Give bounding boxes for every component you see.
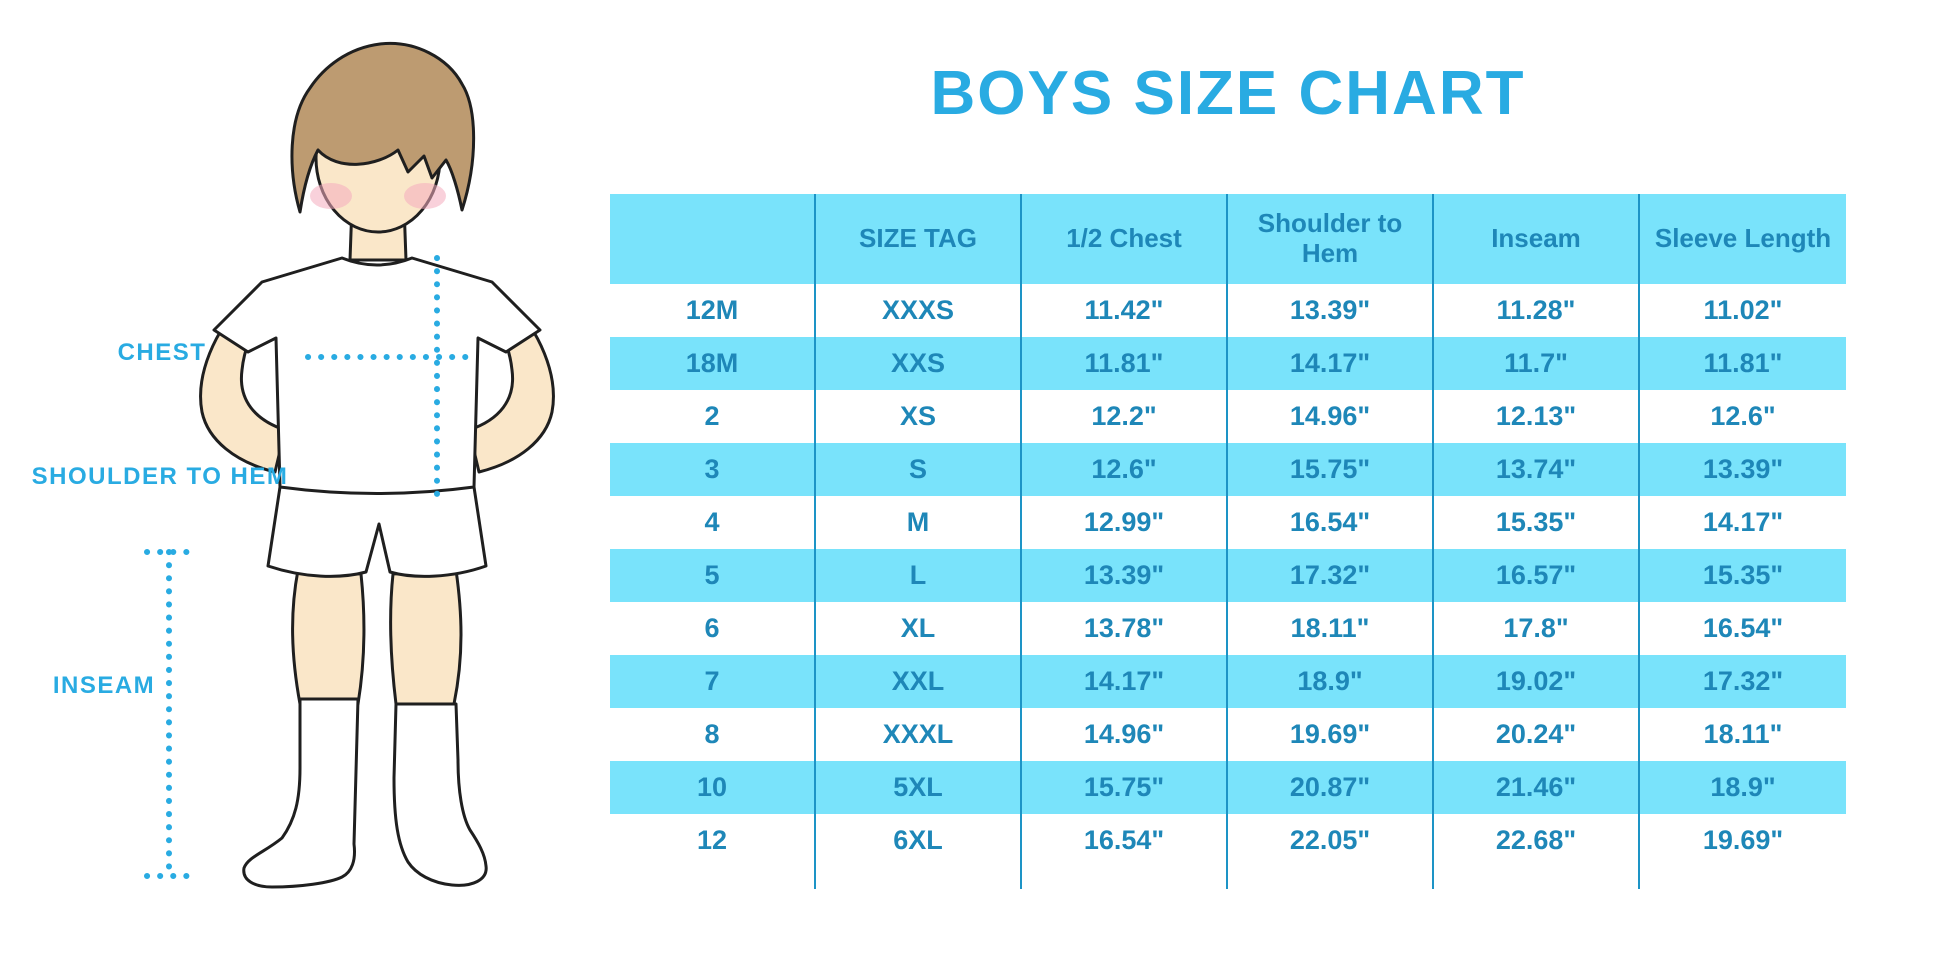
table-cell: 20.87" [1228,761,1434,814]
stub-cell [1022,867,1228,889]
boy-shorts [266,485,488,578]
table-cell: 11.81" [1022,337,1228,390]
table-cell: 17.8" [1434,602,1640,655]
table-cell: 14.17" [1702,507,1784,537]
boy-leg-right [389,568,463,706]
table-cell: 18.9" [1228,655,1434,708]
table-cell: 6 [610,602,816,655]
table-cell: 13.39" [1228,284,1434,337]
header-cell: SIZE TAG [816,194,1022,284]
header-cell: Sleeve Length [1640,194,1846,284]
header-cell: Inseam [1434,194,1640,284]
table-cell: 12.2" [1022,390,1228,443]
stub-cell [1640,867,1846,889]
table-cell: 12.99" [1022,496,1228,549]
table-cell: XXL [816,655,1022,708]
table-cell: 14.96" [1022,708,1228,761]
table-cell: 6XL [816,814,1022,867]
size-table: SIZE TAG 1/2 Chest Shoulder to Hem Inseam Sl… [610,194,1846,889]
page-title: BOYS SIZE CHART [930,59,1526,128]
table-cell: 5XL [816,761,1022,814]
table-cell: 13.39" [1022,549,1228,602]
table-cell: XXXL [816,708,1022,761]
table-cell: 11.42" [1022,284,1228,337]
boy-arm-left [199,298,287,474]
table-cell: 15.35" [1640,549,1846,602]
boy-shirt [212,256,542,495]
table-cell: 20.24" [1434,708,1640,761]
boy-blush-left [310,183,352,209]
stub-cell [816,867,1022,889]
stub-cell [1228,867,1434,889]
table-cell: 19.02" [1434,655,1640,708]
table-cell: 22.68" [1434,814,1640,867]
table-cell: 13.39" [1640,443,1846,496]
table-cell: 7 [610,655,816,708]
table-cell: 18.11" [1703,719,1783,749]
table-cell: 11.81" [1640,337,1846,390]
table-cell: 16.57" [1434,549,1640,602]
table-cell: 18.9" [1640,761,1846,814]
table-cell: 11.28" [1434,284,1640,337]
boy-leg-left [291,568,366,706]
table-cell: 12.6" [1710,401,1776,431]
table-cell: 15.75" [1022,761,1228,814]
table-cell: 18.11" [1228,602,1434,655]
table-cell: XXS [816,337,1022,390]
table-cell: 11.02" [1703,295,1783,325]
table-cell: 18M [610,337,816,390]
table-cell: 17.32" [1228,549,1434,602]
table-cell: 8 [610,708,816,761]
table-cell: XXXS [816,284,1022,337]
table-cell: 10 [610,761,816,814]
table-cell: 22.05" [1228,814,1434,867]
table-cell: 14.96" [1228,390,1434,443]
table-cell: XL [816,602,1022,655]
table-cell: 19.69" [1228,708,1434,761]
boy-sock-left [242,697,360,889]
table-cell: 14.17" [1228,337,1434,390]
table-cell: 15.35" [1434,496,1640,549]
table-cell: M [816,496,1022,549]
table-cell: 17.32" [1640,655,1846,708]
table-cell: 12M [610,284,816,337]
table-cell: 16.54" [1228,496,1434,549]
stub-cell [610,867,816,889]
table-cell: 5 [610,549,816,602]
table-cell: 16.54" [1022,814,1228,867]
inseam-label: INSEAM [53,672,155,699]
table-cell: L [816,549,1022,602]
shoulder-to-hem-label: SHOULDER TO HEM [32,463,289,490]
chest-label: CHEST [118,339,207,366]
boy-hair [290,41,476,214]
table-cell: 14.17" [1022,655,1228,708]
table-cell: 12.13" [1434,390,1640,443]
table-cell: 13.74" [1434,443,1640,496]
table-cell: 16.54" [1702,613,1784,643]
header-cell: Shoulder to Hem [1228,194,1434,284]
table-cell: 4 [610,496,816,549]
table-cell: 21.46" [1434,761,1640,814]
table-cell: 2 [610,390,816,443]
table-cell: S [816,443,1022,496]
table-cell: 3 [610,443,816,496]
table-cell: 11.7" [1434,337,1640,390]
boy-arm-right [467,298,555,474]
table-cell: 13.78" [1022,602,1228,655]
boy-blush-right [404,183,446,209]
boy-illustration: CHEST SHOULDER TO HEM INSEAM [32,41,555,889]
stub-cell [1434,867,1640,889]
table-cell: XS [816,390,1022,443]
table-cell: 12.6" [1022,443,1228,496]
table-cell: 19.69" [1702,825,1784,855]
table-cell: 12 [610,814,816,867]
header-cell: 1/2 Chest [1022,194,1228,284]
boy-sock-right [392,702,488,887]
header-cell [610,194,816,284]
table-cell: 15.75" [1228,443,1434,496]
